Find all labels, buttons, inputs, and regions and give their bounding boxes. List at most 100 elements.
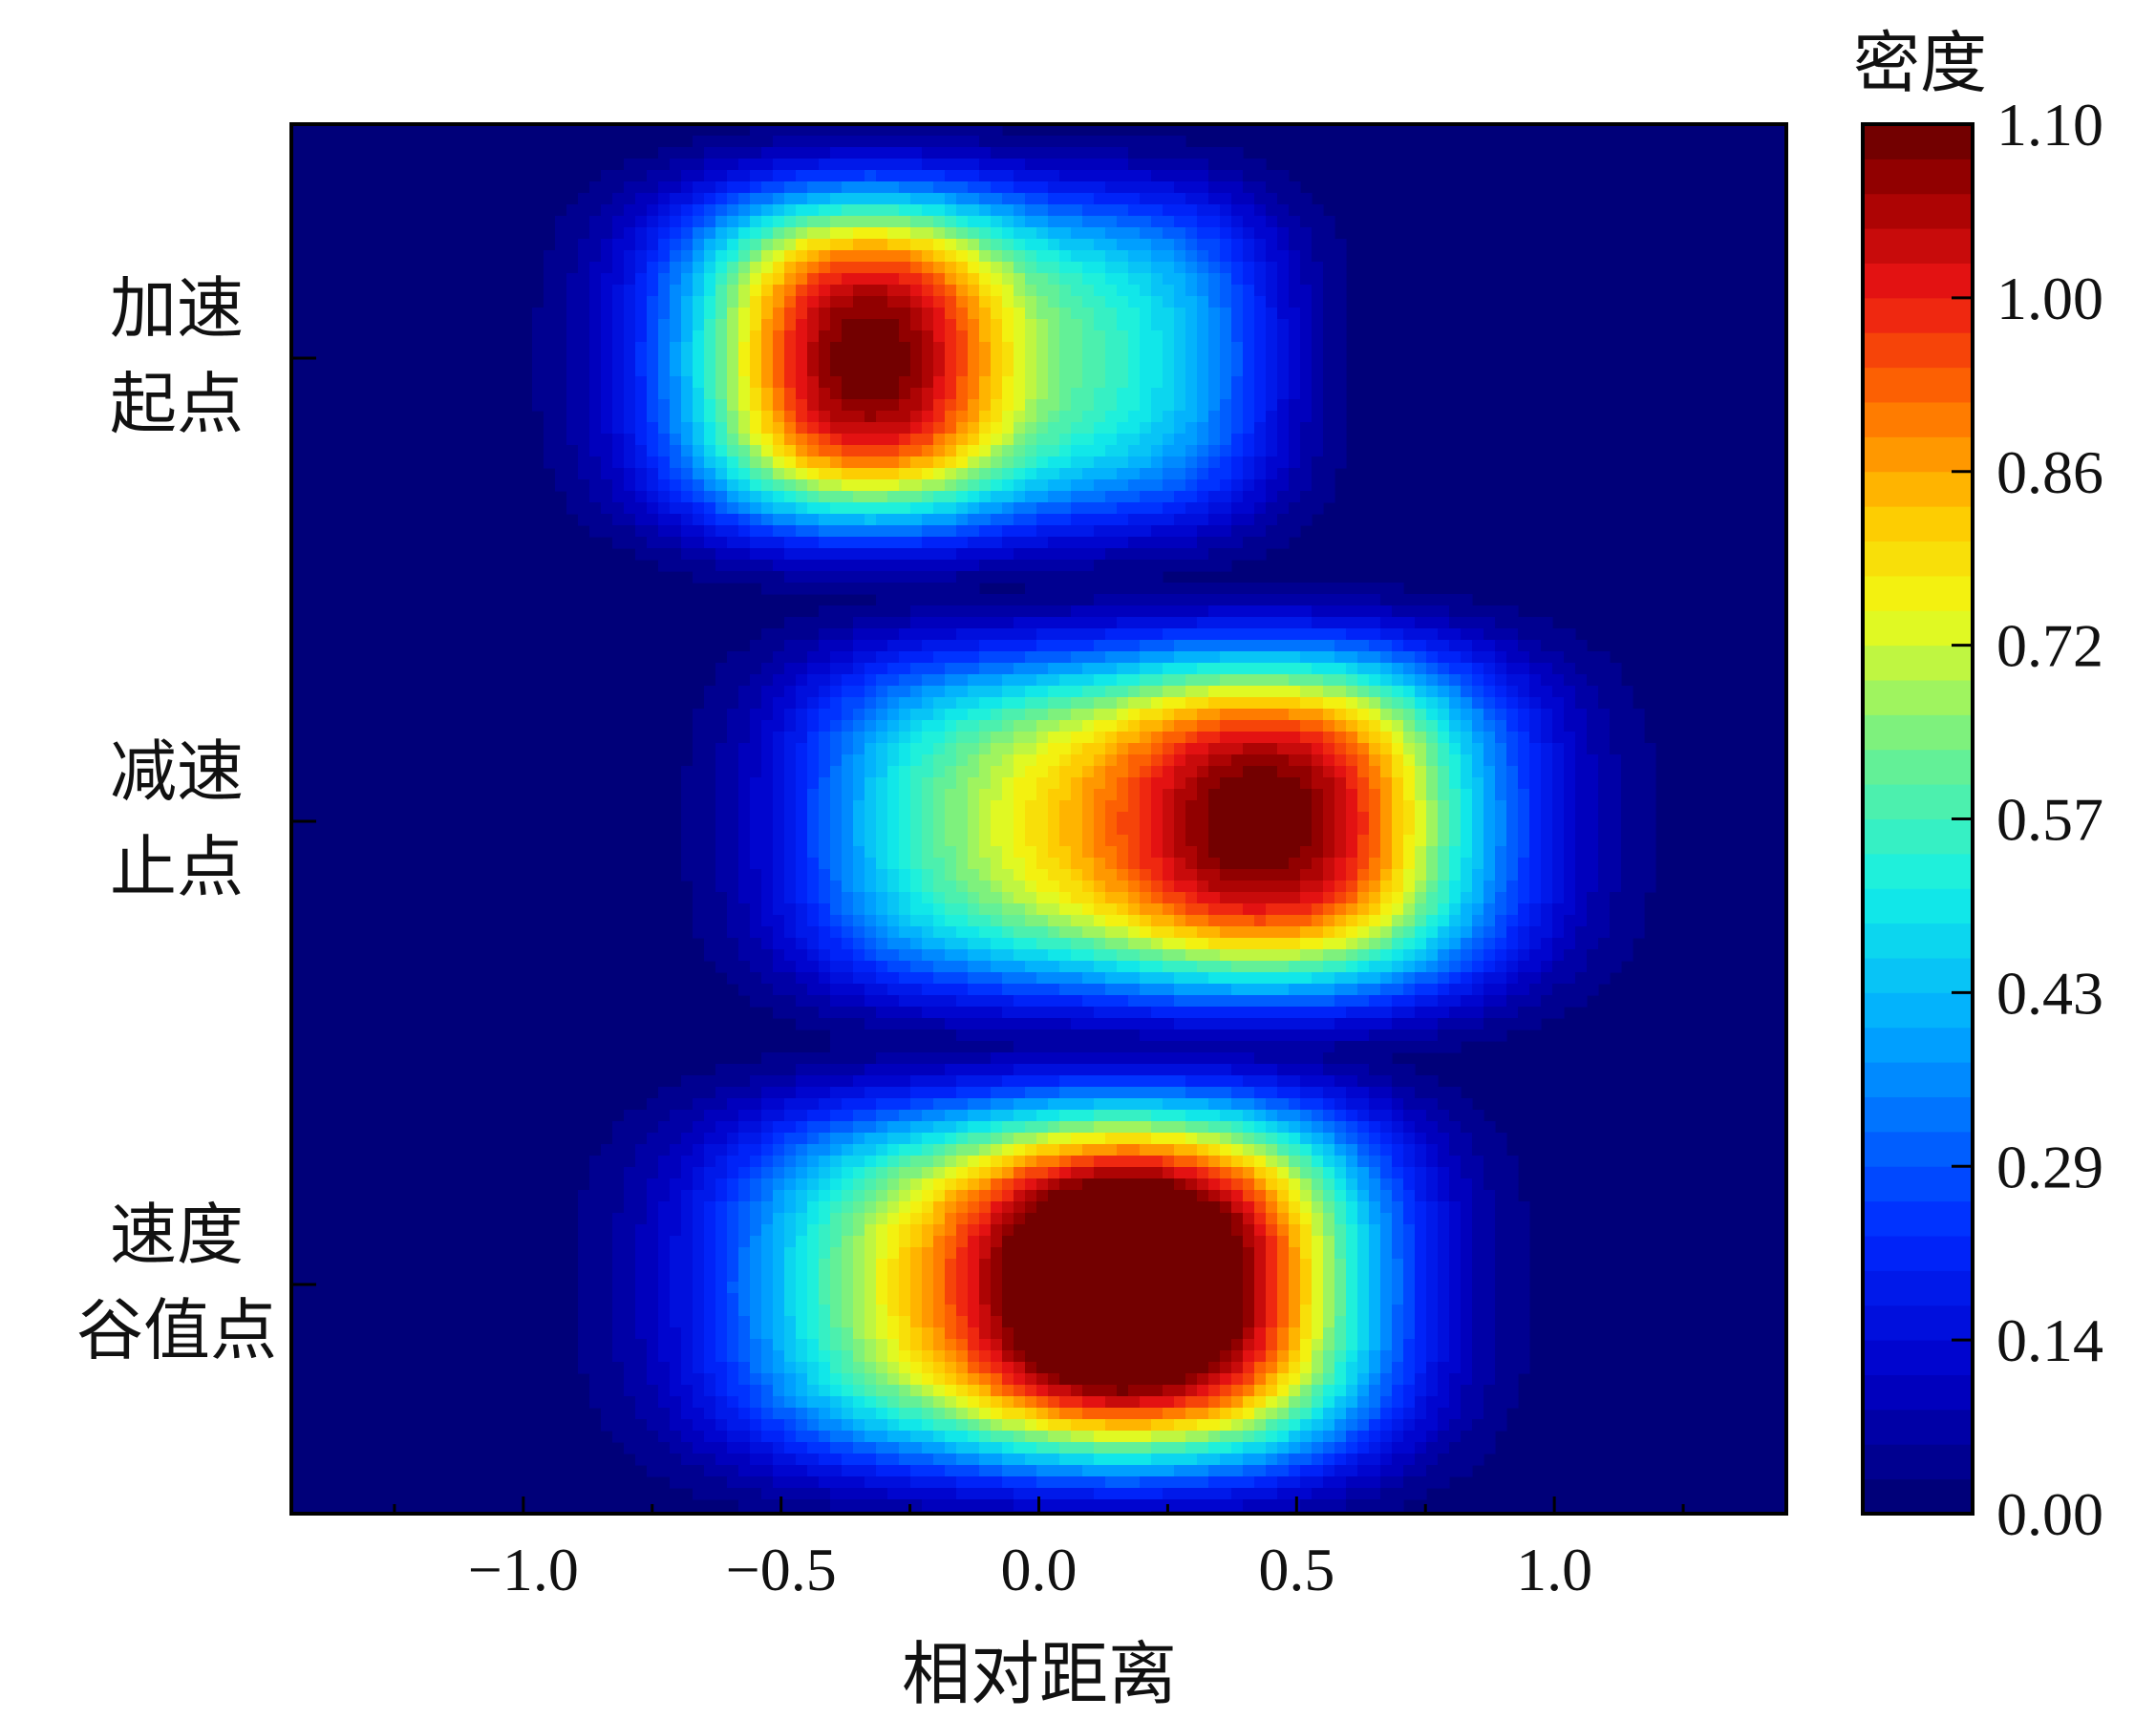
heatmap-cell <box>887 743 900 755</box>
heatmap-cell <box>1403 697 1416 710</box>
heatmap-cell <box>1197 846 1209 859</box>
heatmap-cell <box>1300 422 1313 435</box>
heatmap-cell <box>1059 789 1072 801</box>
heatmap-cell <box>1002 537 1014 549</box>
heatmap-cell <box>1036 250 1049 263</box>
heatmap-cell <box>1208 422 1221 435</box>
heatmap-cell <box>1014 445 1026 457</box>
heatmap-cell <box>1277 216 1290 228</box>
heatmap-cell <box>1071 181 1083 194</box>
heatmap-cell <box>1277 926 1290 939</box>
heatmap-cell <box>1461 732 1473 744</box>
heatmap-cell <box>1151 800 1163 813</box>
heatmap-cell <box>1036 548 1049 561</box>
heatmap-cell <box>910 548 923 561</box>
heatmap-cell <box>1231 514 1244 526</box>
heatmap-cell <box>1105 777 1118 790</box>
heatmap-cell <box>1472 800 1484 813</box>
heatmap-cell <box>1621 823 1633 836</box>
heatmap-cell <box>1438 835 1450 847</box>
heatmap-cell <box>1140 640 1152 652</box>
heatmap-cell <box>830 892 843 904</box>
heatmap-cell <box>1369 789 1381 801</box>
heatmap-cell <box>544 388 556 400</box>
heatmap-cell <box>1174 858 1186 870</box>
heatmap-cell <box>1312 239 1324 251</box>
heatmap-cell <box>865 445 877 457</box>
heatmap-cell <box>1208 376 1221 389</box>
heatmap-cell <box>1163 250 1175 263</box>
heatmap-cell <box>1289 353 1301 366</box>
heatmap-cell <box>1277 674 1290 687</box>
heatmap-cell <box>945 411 957 423</box>
heatmap-cell <box>566 319 579 331</box>
heatmap-cell <box>1140 651 1152 664</box>
heatmap-cell <box>1117 846 1129 859</box>
heatmap-cell <box>1059 193 1072 205</box>
heatmap-cell <box>991 651 1003 664</box>
heatmap-cell <box>773 846 785 859</box>
heatmap-cell <box>1392 823 1404 836</box>
heatmap-cell <box>715 170 728 182</box>
heatmap-cell <box>1564 846 1576 859</box>
heatmap-cell <box>1334 434 1347 446</box>
heatmap-cell <box>532 353 544 366</box>
heatmap-cell <box>956 422 969 435</box>
heatmap-cell <box>1289 594 1301 606</box>
heatmap-cell <box>1438 892 1450 904</box>
heatmap-cell <box>933 537 946 549</box>
heatmap-cell <box>1552 651 1565 664</box>
heatmap-cell <box>956 491 969 503</box>
heatmap-cell <box>658 376 671 389</box>
heatmap-cell <box>1002 456 1014 469</box>
heatmap-cell <box>807 583 820 595</box>
heatmap-cell <box>1564 869 1576 881</box>
heatmap-cell <box>773 353 785 366</box>
heatmap-cell <box>693 491 705 503</box>
heatmap-cell <box>1059 399 1072 412</box>
heatmap-cell <box>807 170 820 182</box>
heatmap-cell <box>1208 915 1221 927</box>
heatmap-cell <box>1231 732 1244 744</box>
heatmap-cell <box>704 926 716 939</box>
heatmap-cell <box>738 560 751 572</box>
heatmap-cell <box>1174 560 1186 572</box>
heatmap-cell <box>945 835 957 847</box>
heatmap-cell <box>887 204 900 217</box>
heatmap-cell <box>1014 892 1026 904</box>
heatmap-cell <box>624 342 636 354</box>
heatmap-cell <box>876 628 888 641</box>
heatmap-cell <box>693 732 705 744</box>
heatmap-cell <box>670 227 682 240</box>
heatmap-cell <box>670 525 682 538</box>
heatmap-cell <box>715 674 728 687</box>
heatmap-cell <box>693 777 705 790</box>
heatmap-cell <box>853 869 865 881</box>
heatmap-cell <box>658 411 671 423</box>
heatmap-cell <box>1163 479 1175 492</box>
heatmap-cell <box>1323 686 1335 698</box>
heatmap-cell <box>1266 663 1278 675</box>
heatmap-cell <box>1036 640 1049 652</box>
heatmap-cell <box>1036 434 1049 446</box>
heatmap-cell <box>1266 537 1278 549</box>
heatmap-cell <box>796 353 808 366</box>
heatmap-cell <box>1174 686 1186 698</box>
heatmap-cell <box>715 399 728 412</box>
heatmap-cell <box>612 502 625 515</box>
heatmap-cell <box>979 674 992 687</box>
heatmap-cell <box>750 170 762 182</box>
heatmap-cell <box>819 411 831 423</box>
heatmap-cell <box>1552 869 1565 881</box>
heatmap-cell <box>1036 869 1049 881</box>
heatmap-cell <box>1587 674 1599 687</box>
heatmap-cell <box>1564 777 1576 790</box>
heatmap-cell <box>727 330 739 343</box>
heatmap-cell <box>693 479 705 492</box>
heatmap-cell <box>1163 136 1175 148</box>
heatmap-cell <box>830 525 843 538</box>
heatmap-cell <box>1334 388 1347 400</box>
heatmap-cell <box>1633 869 1645 881</box>
heatmap-cell <box>693 514 705 526</box>
heatmap-cell <box>1243 686 1255 698</box>
